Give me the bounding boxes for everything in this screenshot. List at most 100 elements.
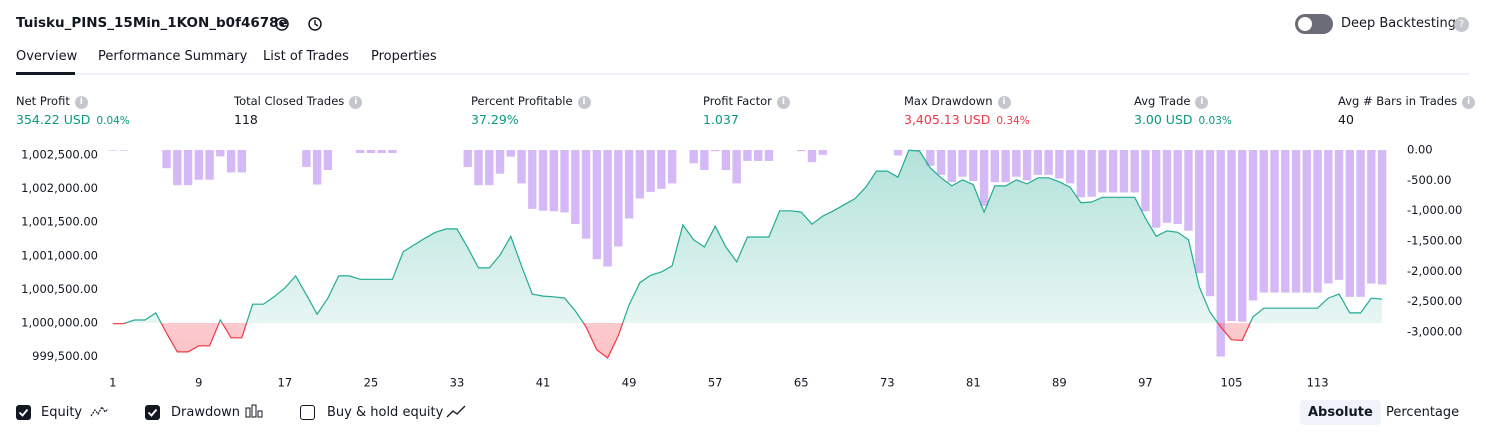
check-mark	[18, 408, 29, 417]
y-tick-label: 1,001,000.00	[21, 248, 98, 262]
y2-tick-label: 0.00	[1407, 143, 1433, 157]
toggle[interactable]	[1295, 14, 1333, 34]
info-icon[interactable]: i	[74, 96, 88, 109]
drawdown-bar	[807, 150, 817, 163]
info-icon[interactable]: i	[776, 96, 790, 109]
drawdown-bar	[1076, 150, 1086, 198]
checkbox-label[interactable]: Drawdown	[171, 405, 241, 420]
info-icon[interactable]: i	[1462, 96, 1476, 109]
drawdown-bar	[818, 150, 827, 155]
info-icon[interactable]: i	[997, 96, 1011, 109]
checkbox[interactable]	[145, 405, 160, 420]
metric-label: Profit Factor i	[703, 94, 790, 109]
drawdown-bar	[689, 150, 698, 164]
y-tick-label: 1,000,000.00	[21, 315, 98, 329]
metric-value-text: 118	[234, 112, 258, 127]
help-icon[interactable]: ?	[1454, 17, 1469, 32]
x-tick-label: 17	[278, 376, 293, 390]
metric-value: 1.037	[703, 112, 739, 127]
drawdown-bar	[743, 150, 752, 161]
active-tab-underline	[16, 72, 75, 75]
metric-value-text: 40	[1338, 112, 1354, 127]
x-tick-label: 105	[1221, 376, 1243, 390]
tab[interactable]: Properties	[371, 49, 437, 64]
drawdown-bar	[495, 150, 505, 174]
checkbox[interactable]	[300, 405, 315, 420]
equity-area	[125, 150, 1383, 323]
drawdown-bar	[1012, 150, 1021, 177]
drawdown-bar	[614, 150, 623, 247]
drawdown-bar	[323, 150, 333, 171]
drawdown-bar	[893, 150, 903, 156]
drawdown-bar	[571, 150, 580, 225]
metric-label-text: Avg # Bars in Trades	[1338, 94, 1458, 108]
drawdown-bar	[732, 150, 741, 184]
drawdown-bar	[1238, 150, 1247, 322]
y2-tick-label: -1,500.00	[1407, 234, 1462, 248]
drawdown-bar	[753, 150, 763, 161]
drawdown-bar	[1151, 150, 1161, 228]
drawdown-bar	[1324, 150, 1333, 284]
x-tick-label: 97	[1138, 376, 1153, 390]
y-tick-label: 999,500.00	[32, 349, 98, 363]
y-tick-label: 1,002,000.00	[21, 181, 98, 195]
y2-tick-label: -3,000.00	[1407, 325, 1462, 339]
x-tick-label: 89	[1052, 376, 1067, 390]
equity-area-negative	[112, 322, 1383, 358]
legend-icon-graphic	[446, 405, 466, 418]
tab[interactable]: List of Trades	[263, 49, 349, 64]
checkbox[interactable]	[16, 405, 31, 420]
drawdown-bar	[1044, 150, 1053, 175]
drawdown-bar	[1087, 150, 1096, 197]
tab[interactable]: Performance Summary	[98, 49, 248, 64]
drawdown-bar	[1184, 150, 1193, 231]
info-icon[interactable]: i	[1195, 96, 1209, 109]
metric-value-text: 37.29%	[471, 112, 519, 127]
x-tick-label: 65	[794, 376, 809, 390]
info-icon[interactable]: i	[577, 96, 591, 109]
drawdown-bar	[119, 150, 128, 151]
drawdown-bar	[388, 150, 397, 154]
drawdown-bar	[506, 150, 515, 157]
metric-label: Max Drawdown i	[904, 94, 1011, 109]
checkbox-label[interactable]: Equity	[41, 405, 83, 420]
metric-value-text: 354.22 USD	[16, 112, 91, 127]
metric-value: 354.22 USD 0.04%	[16, 112, 130, 127]
mode-button[interactable]: Percentage	[1386, 405, 1460, 420]
drawdown-bar	[1367, 150, 1376, 284]
drawdown-bar	[915, 150, 924, 151]
drawdown-bar	[216, 150, 225, 157]
drawdown-bar	[528, 150, 537, 209]
check-mark	[147, 408, 158, 417]
drawdown-bar	[657, 150, 666, 189]
drawdown-bar	[624, 150, 634, 219]
tab[interactable]: Overview	[16, 49, 78, 64]
drawdown-bar	[194, 150, 204, 180]
drawdown-bar	[1195, 150, 1204, 274]
drawdown-bar	[1334, 150, 1344, 280]
y2-tick-label: -1,000.00	[1407, 203, 1462, 217]
drawdown-bar	[1098, 150, 1107, 193]
drawdown-bar	[1281, 150, 1290, 293]
drawdown-bar	[108, 150, 117, 151]
y2-tick-label: -2,000.00	[1407, 264, 1462, 278]
drawdown-bar	[581, 150, 591, 239]
legend-icon-graphic	[90, 405, 109, 417]
tab-divider	[16, 73, 1470, 75]
checkbox-label[interactable]: Buy & hold equity	[327, 405, 444, 420]
drawdown-bar	[517, 150, 526, 184]
x-tick-label: 41	[536, 376, 551, 390]
drawdown-bar	[538, 150, 548, 211]
info-icon[interactable]: i	[349, 96, 363, 109]
drawdown-bar	[958, 150, 967, 177]
legend-icon-graphic	[245, 404, 263, 418]
x-tick-label: 49	[622, 376, 637, 390]
drawdown-bar	[1227, 150, 1236, 322]
header-icons[interactable]	[274, 15, 322, 33]
y-tick-label: 1,001,500.00	[21, 215, 98, 229]
drawdown-bar	[926, 150, 935, 166]
drawdown-bar	[1377, 150, 1387, 285]
metric-label-text: Total Closed Trades	[234, 94, 345, 108]
mode-button[interactable]: Absolute	[1300, 400, 1381, 425]
